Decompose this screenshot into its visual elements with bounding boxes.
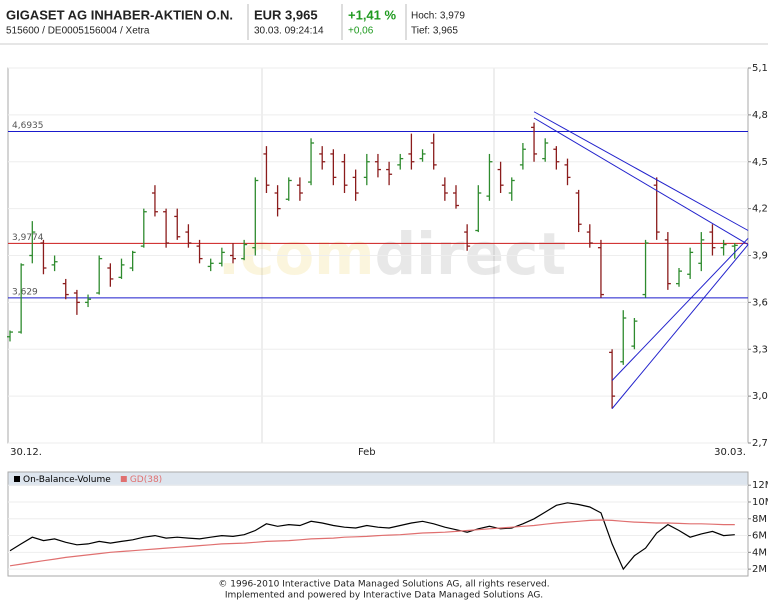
y-tick-label: 4M (752, 547, 767, 558)
copyright: © 1996-2010 Interactive Data Managed Sol… (218, 580, 549, 590)
change-pct: +1,41 % (348, 7, 397, 22)
legend-swatch (14, 476, 20, 482)
y-tick-label: 5,1 (752, 63, 768, 74)
stock-ids: 515600 / DE0005156004 / Xetra (6, 26, 150, 37)
watermark: .comdirect (218, 220, 566, 288)
legend-label: GD(38) (130, 475, 162, 485)
y-tick-label: 4,8 (752, 110, 768, 121)
trend-line (533, 117, 749, 245)
series-line (9, 519, 735, 567)
y-tick-label: 10M (752, 497, 768, 508)
legend-bar (8, 472, 748, 486)
legend-label: On-Balance-Volume (23, 475, 111, 485)
y-tick-label: 2,7 (752, 438, 768, 449)
watermark-part: .com (218, 220, 375, 288)
trend-line (611, 237, 749, 381)
series-line (9, 502, 735, 571)
y-tick-label: 3,3 (752, 344, 768, 355)
y-tick-label: 2M (752, 564, 767, 575)
y-tick-label: 4,5 (752, 157, 768, 168)
y-tick-label: 3,0 (752, 391, 768, 402)
y-tick-label: 4,2 (752, 204, 768, 215)
horizontal-line-label: 3,629 (12, 287, 38, 297)
time: 30.03. 09:24:14 (254, 26, 324, 37)
watermark-part: direct (375, 220, 566, 288)
day-low: Tief: 3,965 (411, 26, 458, 37)
credit: Implemented and powered by Interactive D… (225, 591, 543, 600)
y-tick-label: 3,6 (752, 297, 768, 308)
horizontal-line-label: 4,6935 (12, 121, 44, 131)
trend-line (533, 111, 749, 231)
watermark-text: .comdirect (218, 220, 566, 288)
price: EUR 3,965 (254, 7, 318, 22)
y-tick-label: 12M (752, 480, 768, 491)
x-tick-label: 30.03. (714, 447, 746, 458)
x-tick-label: Feb (358, 447, 376, 458)
x-tick-label: 30.12. (10, 447, 42, 458)
trend-line (611, 244, 749, 409)
day-high: Hoch: 3,979 (411, 11, 465, 22)
y-tick-label: 6M (752, 531, 767, 542)
indicator-frame (7, 471, 749, 577)
legend-swatch (120, 476, 127, 482)
change: +0,06 (348, 26, 374, 37)
stock-name: GIGASET AG INHABER-AKTIEN O.N. (6, 7, 233, 22)
y-tick-label: 3,9 (752, 251, 768, 262)
y-tick-label: 8M (752, 514, 767, 525)
horizontal-line-label: 3,9774 (12, 233, 44, 243)
